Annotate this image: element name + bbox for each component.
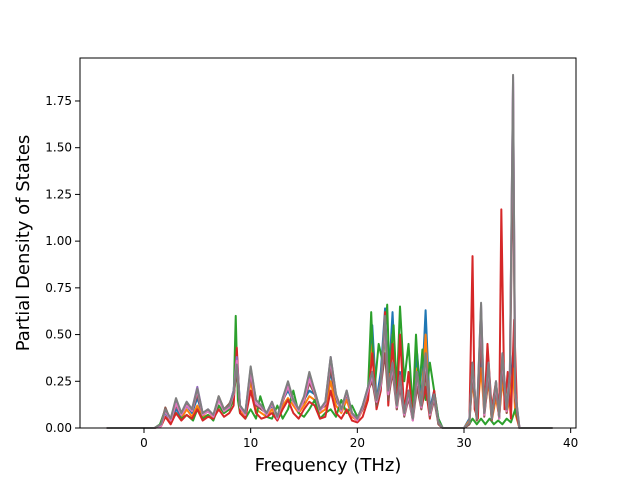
- series-line-7: [106, 73, 553, 429]
- series-line-2: [106, 303, 553, 429]
- y-tick-label: 1.75: [45, 94, 72, 108]
- series-layer: [106, 73, 553, 429]
- x-axis-ticks: 0 10 20 30 40: [140, 428, 578, 450]
- y-tick-label: 0.00: [45, 421, 72, 435]
- y-tick-label: 0.50: [45, 328, 72, 342]
- y-axis-label: Partial Density of States: [13, 135, 34, 352]
- x-axis-label: Frequency (THz): [255, 455, 402, 476]
- y-tick-label: 0.75: [45, 281, 72, 295]
- plot-frame: [79, 57, 577, 429]
- x-tick-label: 20: [350, 436, 365, 450]
- x-tick-label: 30: [456, 436, 471, 450]
- y-axis-ticks: 0.00 0.25 0.50 0.75 1.00 1.25 1.50 1.75: [45, 94, 80, 435]
- x-tick-label: 40: [563, 436, 578, 450]
- x-tick-label: 10: [243, 436, 258, 450]
- y-tick-label: 1.25: [45, 187, 72, 201]
- x-tick-label: 0: [140, 436, 148, 450]
- y-tick-label: 0.25: [45, 374, 72, 388]
- y-tick-label: 1.00: [45, 234, 72, 248]
- y-tick-label: 1.50: [45, 141, 72, 155]
